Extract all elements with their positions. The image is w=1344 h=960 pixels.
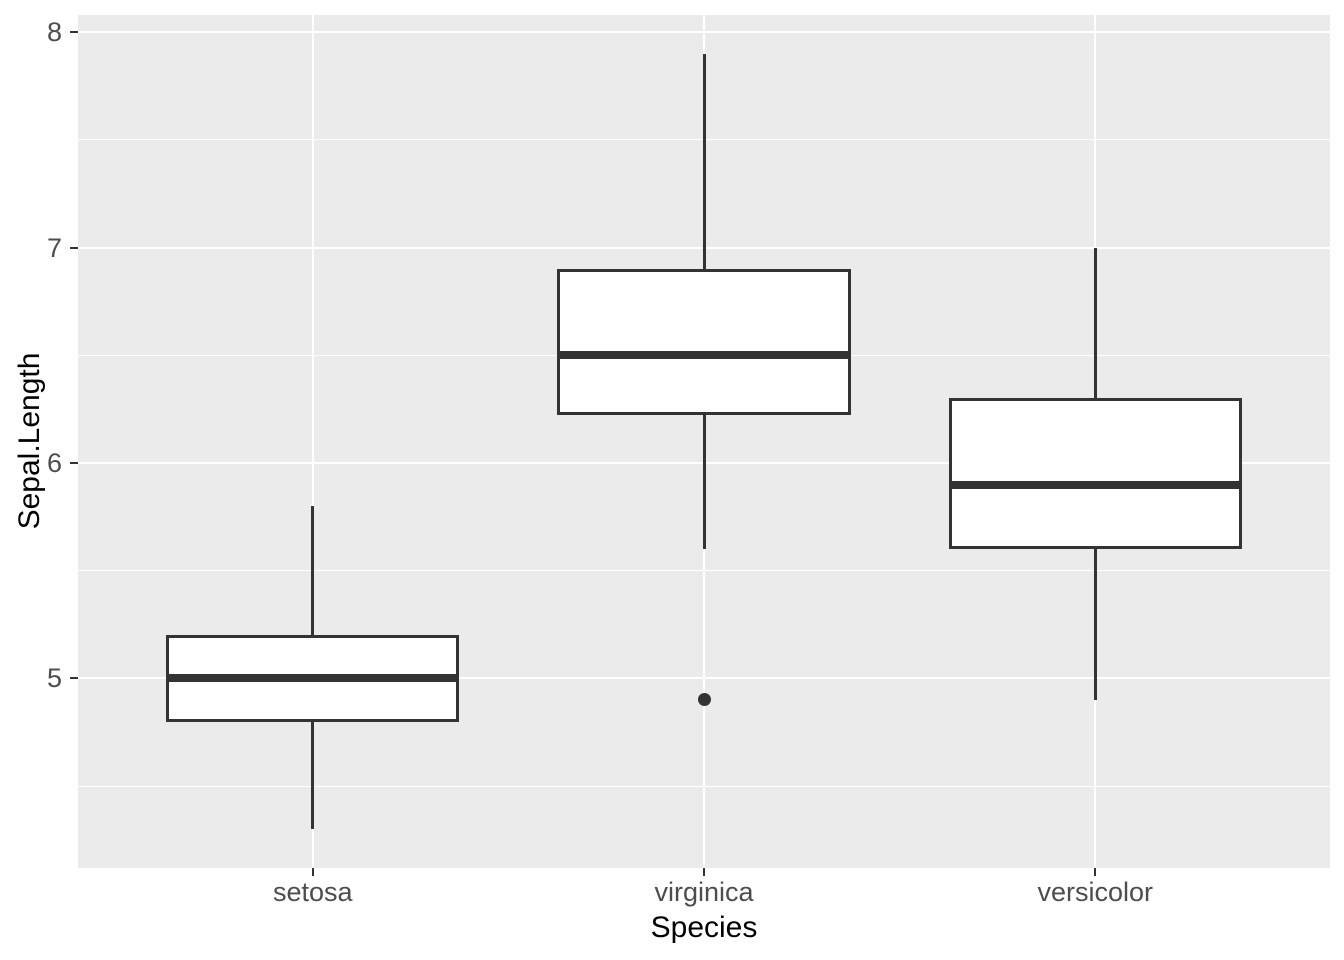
y-tick-mark (70, 246, 78, 249)
y-tick-label: 7 (46, 232, 62, 263)
median-line (951, 480, 1239, 489)
y-axis-title: Sepal.Length (13, 352, 46, 530)
y-tick-label: 6 (46, 448, 62, 479)
y-tick-mark (70, 31, 78, 34)
x-tick-label: setosa (272, 877, 353, 907)
x-tick-mark (1094, 868, 1097, 876)
box-iqr (557, 269, 851, 415)
box-iqr (948, 398, 1242, 550)
x-tick-label: virginica (654, 877, 754, 907)
y-tick-mark (70, 462, 78, 465)
x-major-gridline (311, 15, 314, 868)
outlier-point (697, 693, 711, 707)
y-tick-label: 8 (46, 17, 62, 48)
x-tick-mark (703, 868, 705, 876)
y-tick-mark (70, 677, 78, 680)
median-line (169, 674, 457, 683)
median-line (560, 351, 848, 360)
plot-panel (78, 15, 1330, 868)
x-tick-mark (311, 868, 314, 876)
x-tick-label: versicolor (1037, 877, 1154, 907)
y-tick-label: 5 (46, 663, 62, 694)
x-axis-title: Species (650, 911, 758, 944)
